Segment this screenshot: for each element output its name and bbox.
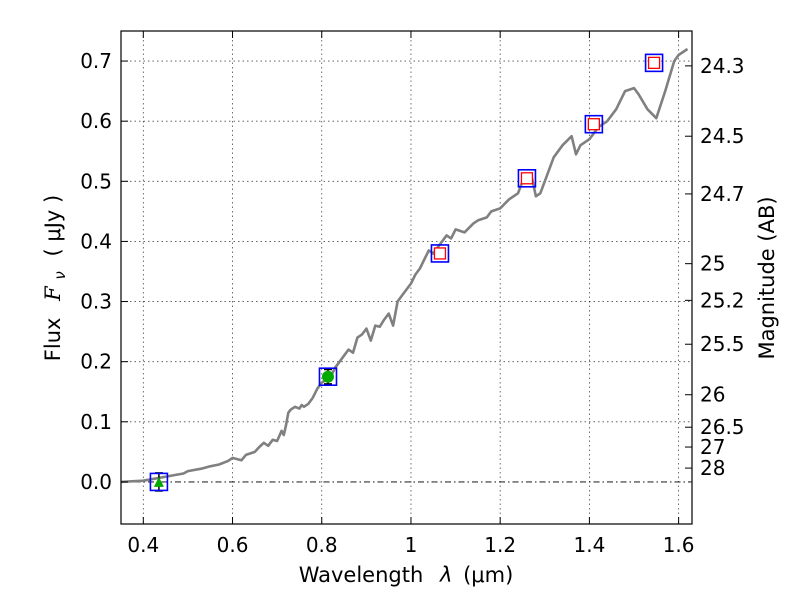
right-tick-label: 24.7 (700, 182, 745, 206)
photometry-point (584, 114, 604, 134)
y-axis-label-symbol: F (41, 285, 65, 302)
photometry-marker (517, 168, 537, 188)
x-tick-label: 0.8 (306, 533, 338, 557)
x-tick-label: 0.4 (127, 533, 159, 557)
model-flux-marker (647, 56, 661, 70)
right-tick-label: 25.2 (700, 288, 745, 312)
y-tick-label: 0.7 (80, 49, 112, 73)
x-tick-label: 1.6 (663, 533, 695, 557)
photometry-marker (430, 244, 450, 263)
right-axis-label: Magnitude (AB) (755, 196, 779, 359)
model-flux-marker (520, 172, 534, 185)
photometry-point (149, 472, 169, 492)
y-axis-label-unit: ( μJy ) (41, 195, 65, 257)
x-tick-label: 1 (405, 533, 418, 557)
y-tick-label: 0.1 (80, 410, 112, 434)
model-flux-marker (321, 370, 334, 383)
x-axis-label: Wavelength λ (μm) (299, 563, 514, 587)
model-flux-marker (153, 476, 164, 487)
model-flux-marker (433, 247, 447, 260)
y-axis-label-text: Flux (41, 318, 65, 362)
photometry-marker (644, 53, 664, 73)
y-tick-label: 0.6 (80, 109, 112, 133)
spectrum-layer (120, 47, 689, 484)
x-tick-label: 1.2 (484, 533, 516, 557)
y-tick-label: 0.5 (80, 169, 112, 193)
y-tick-label: 0.0 (80, 470, 112, 494)
plot-background (121, 31, 692, 524)
grid (121, 31, 692, 524)
right-tick-label: 24.5 (700, 124, 745, 148)
x-axis-label-symbol: λ (439, 563, 452, 587)
x-tick-label: 1.4 (573, 533, 605, 557)
photometry-layer (149, 53, 664, 492)
spectrum-line (120, 47, 689, 484)
model-flux-marker (587, 118, 601, 131)
photometry-point (517, 168, 537, 188)
y-tick-label: 0.2 (80, 350, 112, 374)
plot-frame (120, 30, 693, 525)
y-axis-label-subscript: ν (51, 271, 69, 279)
x-tick-label: 0.6 (217, 533, 249, 557)
photometry-point (318, 367, 338, 387)
photometry-point (644, 53, 664, 73)
y-axis-label: Flux F ν ( μJy ) (41, 195, 70, 361)
photometry-marker (149, 472, 169, 492)
right-tick-label: 25 (700, 252, 725, 276)
x-axis-label-text: Wavelength (299, 563, 424, 587)
right-tick-label: 24.3 (700, 54, 745, 78)
right-tick-label: 27 (700, 435, 725, 459)
right-tick-label: 26.5 (700, 415, 745, 439)
y-tick-label: 0.4 (80, 229, 112, 253)
ticks-layer: 0.4 0.6 0.8 1 1.2 1.4 1.6 0.0 0.1 0.2 0.3 0.4 0.5 0.6… (80, 31, 745, 557)
photometry-point (430, 244, 450, 263)
right-tick-label: 28 (700, 456, 725, 480)
photometry-marker (584, 114, 604, 134)
photometry-marker (318, 367, 338, 387)
right-tick-label: 26 (700, 383, 725, 407)
y-tick-label: 0.3 (80, 290, 112, 314)
right-tick-label: 25.5 (700, 332, 745, 356)
x-axis-label-unit: (μm) (463, 563, 513, 587)
